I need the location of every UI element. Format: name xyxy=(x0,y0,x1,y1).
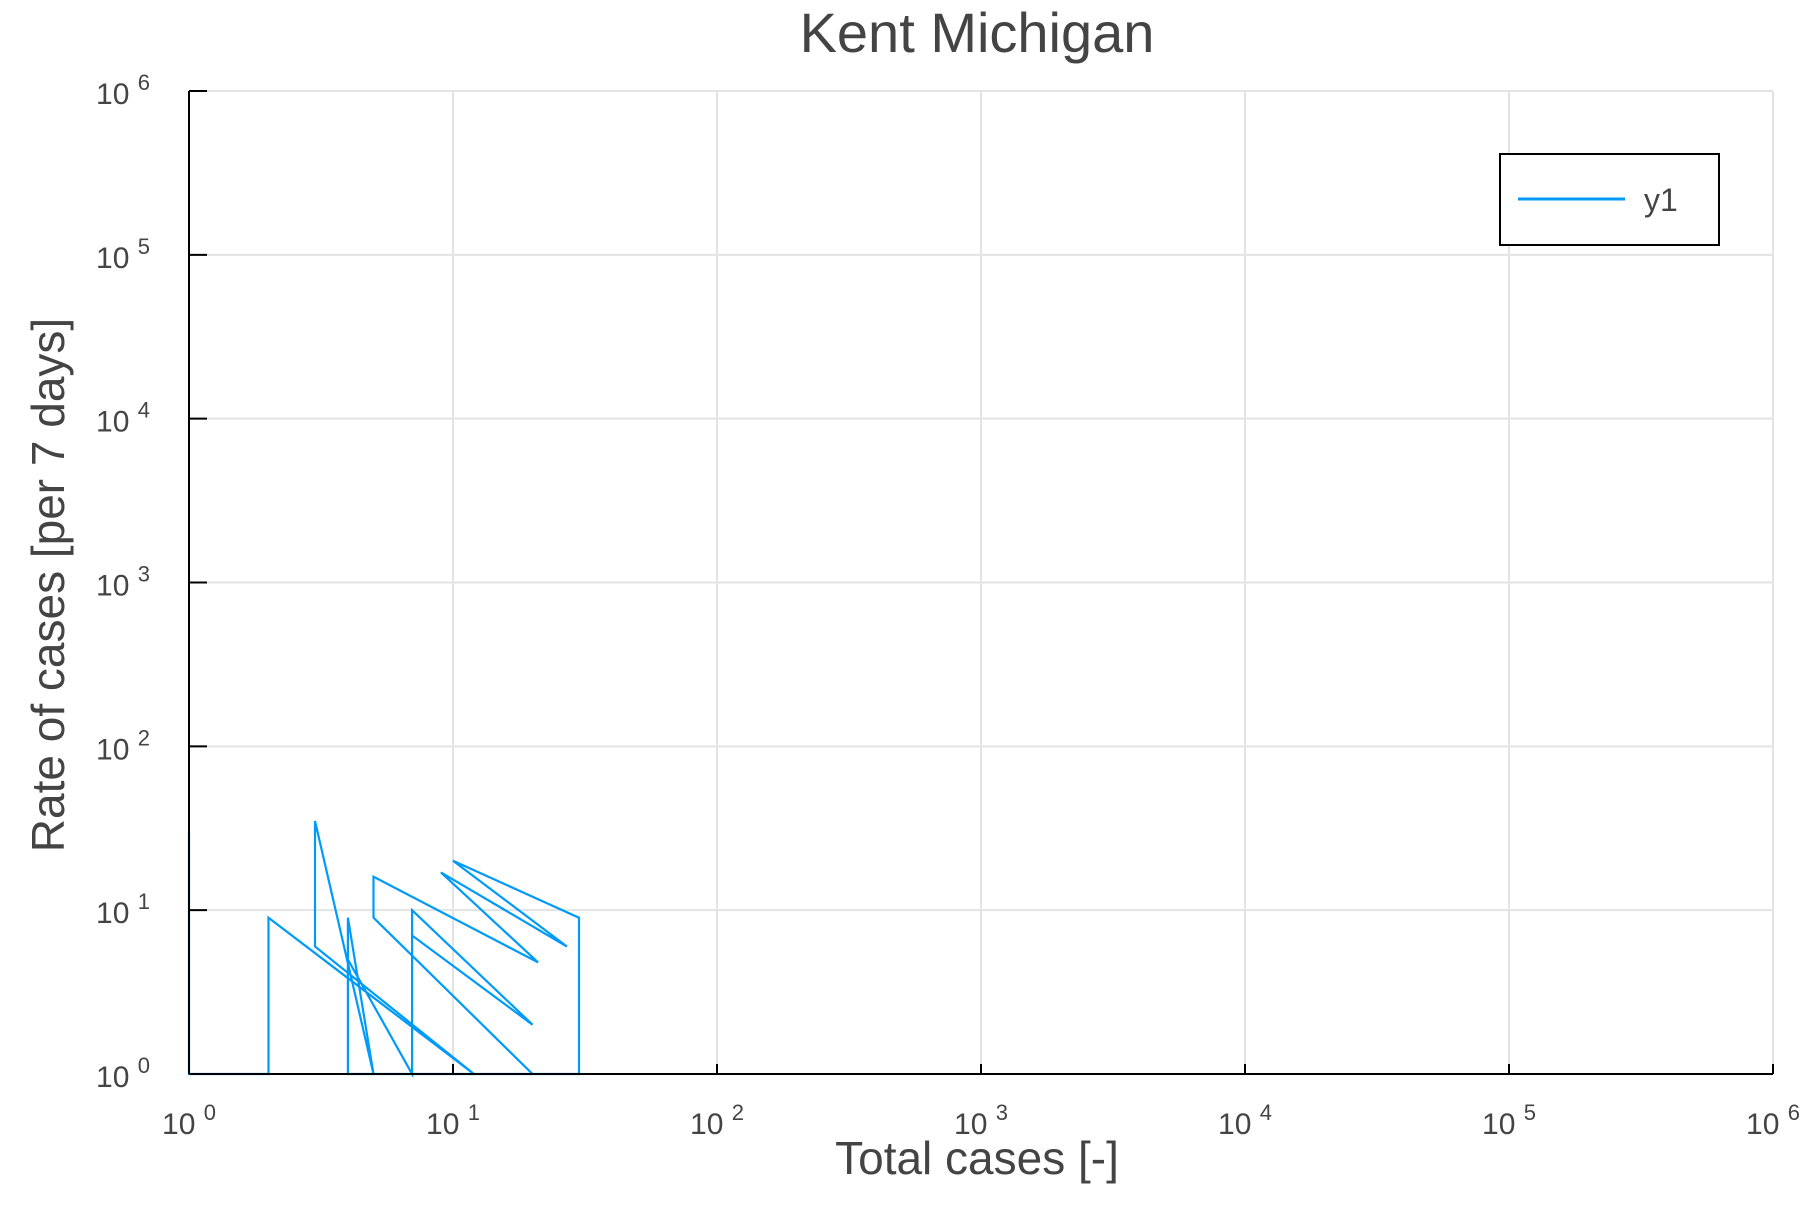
x-axis-label: Total cases [-] xyxy=(835,1132,1119,1184)
axes xyxy=(188,90,1774,1075)
chart-title: Kent Michigan xyxy=(800,1,1155,64)
legend-label-y1: y1 xyxy=(1644,182,1678,218)
y-axis-label: Rate of cases [per 7 days] xyxy=(22,318,74,852)
legend: y1 xyxy=(1499,153,1720,246)
